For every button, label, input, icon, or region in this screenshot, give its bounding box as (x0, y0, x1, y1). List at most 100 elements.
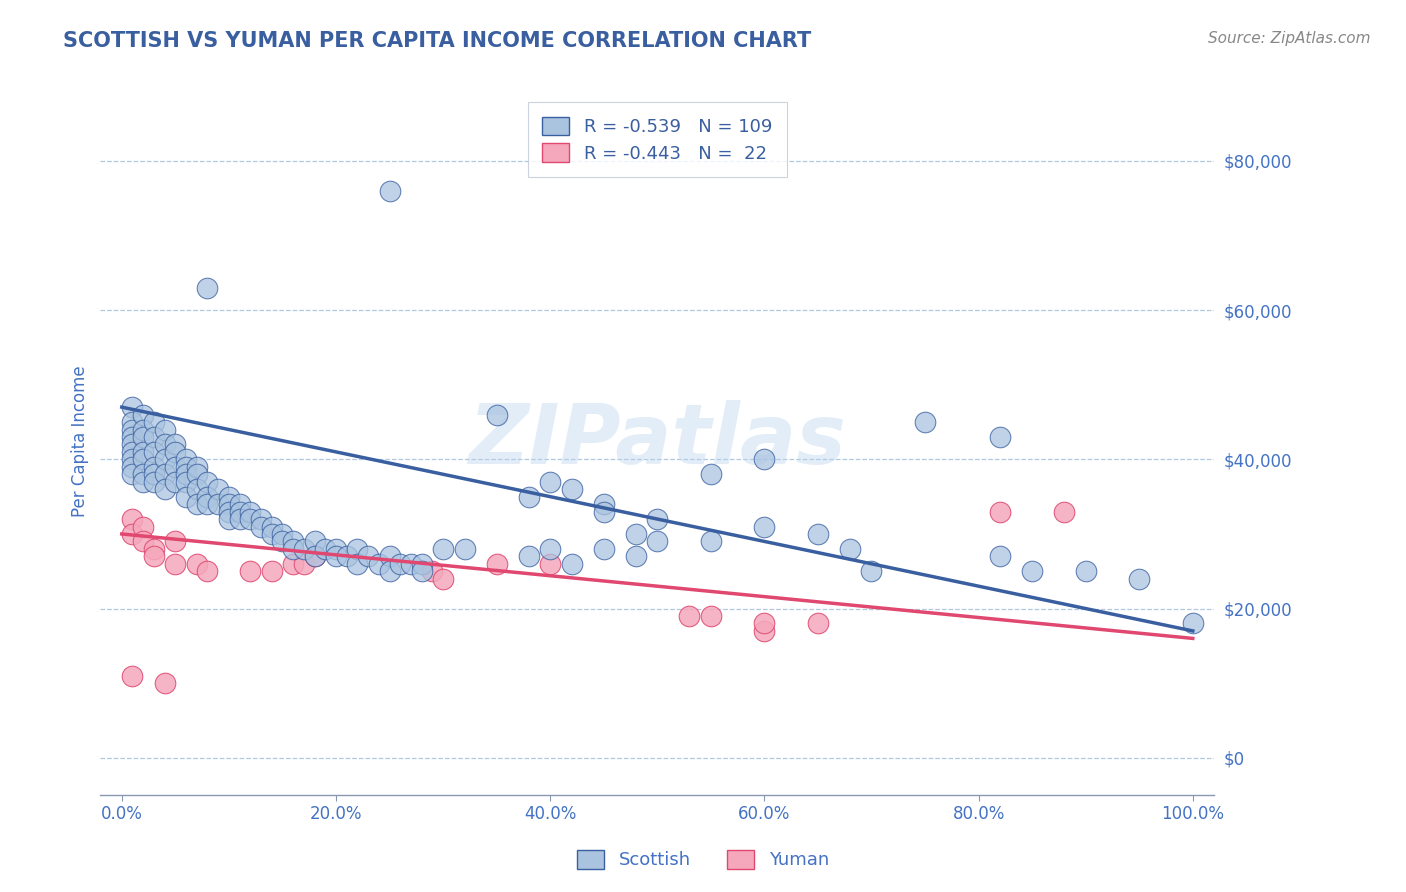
Point (389, 557, 412, 571)
Point (304, 549, 326, 564)
Point (239, 564, 262, 578)
Point (754, 519, 776, 533)
Point (174, 467, 197, 482)
Point (132, 423, 155, 437)
Point (197, 564, 219, 578)
Point (592, 541, 614, 556)
Point (186, 557, 208, 571)
Point (325, 541, 347, 556)
Point (218, 512, 240, 526)
Point (121, 459, 143, 474)
Point (561, 557, 583, 571)
Point (592, 497, 614, 511)
Point (860, 564, 883, 578)
Point (839, 541, 862, 556)
Point (153, 423, 176, 437)
Point (271, 527, 294, 541)
Point (988, 549, 1011, 564)
Point (174, 452, 197, 467)
Point (754, 616, 776, 631)
Point (142, 475, 165, 489)
Point (228, 497, 250, 511)
Point (485, 408, 508, 422)
Point (250, 519, 273, 533)
Point (807, 616, 830, 631)
Point (186, 482, 208, 496)
Text: ZIPatlas: ZIPatlas (468, 401, 846, 481)
Point (132, 452, 155, 467)
Legend: Scottish, Yuman: Scottish, Yuman (568, 841, 838, 879)
Point (186, 497, 208, 511)
Point (1074, 564, 1097, 578)
Point (678, 609, 700, 624)
Point (218, 505, 240, 519)
Point (914, 415, 936, 429)
Point (121, 423, 143, 437)
Point (538, 557, 561, 571)
Legend: R = -0.539   N = 109, R = -0.443   N =  22: R = -0.539 N = 109, R = -0.443 N = 22 (527, 103, 787, 178)
Point (700, 534, 723, 549)
Point (197, 281, 219, 295)
Point (132, 534, 155, 549)
Point (207, 482, 229, 496)
Point (142, 415, 165, 429)
Point (165, 534, 187, 549)
Point (121, 512, 143, 526)
Text: SCOTTISH VS YUMAN PER CAPITA INCOME CORRELATION CHART: SCOTTISH VS YUMAN PER CAPITA INCOME CORR… (63, 31, 811, 51)
Point (281, 534, 304, 549)
Point (561, 482, 583, 496)
Point (988, 505, 1011, 519)
Point (142, 549, 165, 564)
Point (1181, 616, 1204, 631)
Point (197, 490, 219, 504)
Point (132, 445, 155, 459)
Point (239, 505, 262, 519)
Point (422, 564, 444, 578)
Point (432, 572, 454, 586)
Point (432, 541, 454, 556)
Point (538, 475, 561, 489)
Point (153, 452, 176, 467)
Point (281, 557, 304, 571)
Point (142, 445, 165, 459)
Point (153, 467, 176, 482)
Point (174, 475, 197, 489)
Point (378, 184, 401, 198)
Point (142, 467, 165, 482)
Point (346, 541, 368, 556)
Point (197, 497, 219, 511)
Point (153, 437, 176, 451)
Point (121, 467, 143, 482)
Point (121, 669, 143, 683)
Point (304, 534, 326, 549)
Point (367, 557, 389, 571)
Point (165, 437, 187, 451)
Point (1128, 572, 1150, 586)
Point (165, 459, 187, 474)
Point (592, 505, 614, 519)
Point (218, 490, 240, 504)
Point (517, 490, 540, 504)
Y-axis label: Per Capita Income: Per Capita Income (72, 365, 89, 516)
Point (186, 459, 208, 474)
Point (260, 519, 283, 533)
Point (186, 467, 208, 482)
Point (1053, 505, 1076, 519)
Point (1021, 564, 1043, 578)
Point (336, 549, 359, 564)
Point (228, 505, 250, 519)
Point (645, 512, 668, 526)
Point (132, 430, 155, 444)
Point (378, 549, 401, 564)
Point (142, 459, 165, 474)
Point (132, 408, 155, 422)
Point (121, 437, 143, 451)
Point (153, 676, 176, 690)
Point (174, 459, 197, 474)
Point (314, 541, 336, 556)
Point (121, 400, 143, 414)
Point (239, 512, 262, 526)
Point (624, 527, 647, 541)
Point (132, 467, 155, 482)
Point (197, 475, 219, 489)
